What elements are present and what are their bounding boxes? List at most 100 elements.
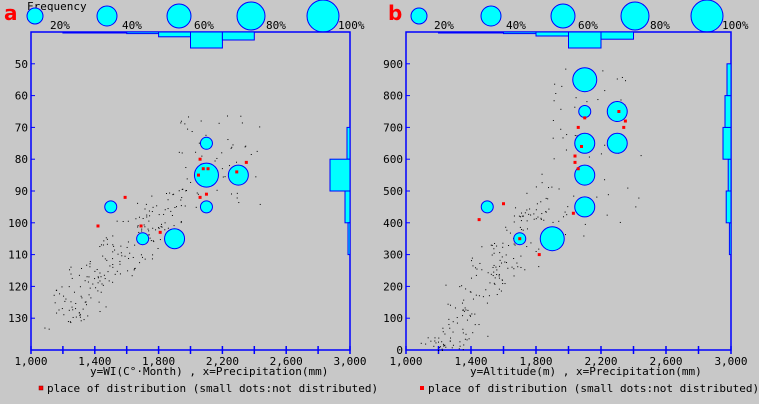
small-dot [159,239,161,241]
small-dot [607,194,609,196]
small-dot [144,258,146,260]
x-tick-label: 2,600 [270,355,303,368]
small-dot [48,328,50,330]
small-dot [250,153,252,155]
frequency-bubble [574,132,596,154]
small-dot [214,160,216,162]
small-dot [465,288,467,290]
small-dot [493,264,495,266]
small-dot [151,195,153,197]
small-dot [548,187,550,189]
frequency-legend-circle [236,1,266,31]
small-dot [471,257,473,259]
small-dot [128,258,130,260]
small-dot [71,277,73,279]
small-dot [533,218,535,220]
small-dot [564,211,566,213]
small-dot [106,259,108,261]
small-dot [112,251,114,253]
small-dot [120,252,122,254]
small-dot [44,327,46,329]
frequency-legend-label: 80% [650,19,670,32]
small-dot [67,321,69,323]
small-dot [517,266,519,268]
small-dot [78,274,80,276]
small-dot [488,295,490,297]
right-histogram-bar [346,126,351,160]
small-dot [442,327,444,329]
small-dot [566,214,568,216]
frequency-legend-label: 40% [122,19,142,32]
top-histogram-bar [438,31,472,34]
small-dot [88,294,90,296]
distribution-point [580,144,583,148]
small-dot [80,295,82,297]
small-dot [131,275,133,277]
small-dot [167,199,169,201]
small-dot [485,289,487,291]
small-dot [604,90,606,92]
frequency-bubble [199,200,213,214]
small-dot [538,248,540,250]
panel-label-b: b [388,1,402,25]
small-dot [152,206,154,208]
small-dot [144,226,146,228]
small-dot [75,302,77,304]
top-histogram-bar [535,31,569,37]
small-dot [435,342,437,344]
small-dot [466,319,468,321]
frequency-legend-circle [306,0,340,33]
small-dot [259,203,261,205]
x-tick-label: 2,200 [584,355,617,368]
right-histogram-bar [726,63,732,97]
small-dot [584,223,586,225]
small-dot [511,266,513,268]
small-dot [54,302,56,304]
small-dot [226,115,228,117]
small-dot [72,309,74,311]
small-dot [116,270,118,272]
frequency-legend-label: 100% [338,19,365,32]
small-dot [462,328,464,330]
small-dot [606,214,608,216]
small-dot [158,227,160,229]
small-dot [490,273,492,275]
small-dot [465,333,467,335]
small-dot [99,246,101,248]
small-dot [502,246,504,248]
small-dot [526,209,528,211]
small-dot [81,297,83,299]
small-dot [548,208,550,210]
x-tick-label: 3,000 [333,355,366,368]
frequency-legend-label: 60% [578,19,598,32]
small-dot [459,345,461,347]
small-dot [240,115,242,117]
small-dot [99,272,101,274]
distribution-point [204,192,208,196]
small-dot [99,311,101,313]
plot-frame [405,31,732,351]
small-dot [420,342,422,344]
small-dot [470,315,472,317]
small-dot [498,274,500,276]
small-dot [521,215,523,217]
small-dot [191,131,193,133]
small-dot [185,190,187,192]
small-dot [529,208,531,210]
frequency-bubble [104,200,118,214]
small-dot [456,317,458,319]
panel-b: 1,000 1,400 1,800 2,200 2,600 3,000 0 100 200 300… [383,31,748,368]
small-dot [87,315,89,317]
small-dot [102,284,104,286]
small-dot [227,139,229,141]
small-dot [583,235,585,237]
right-histogram-bar [727,158,732,192]
small-dot [143,224,145,226]
small-dot [437,341,439,343]
small-dot [79,286,81,288]
small-dot [496,274,498,276]
small-dot [541,182,543,184]
small-dot [501,262,503,264]
small-dot [496,245,498,247]
distribution-point [583,116,587,120]
